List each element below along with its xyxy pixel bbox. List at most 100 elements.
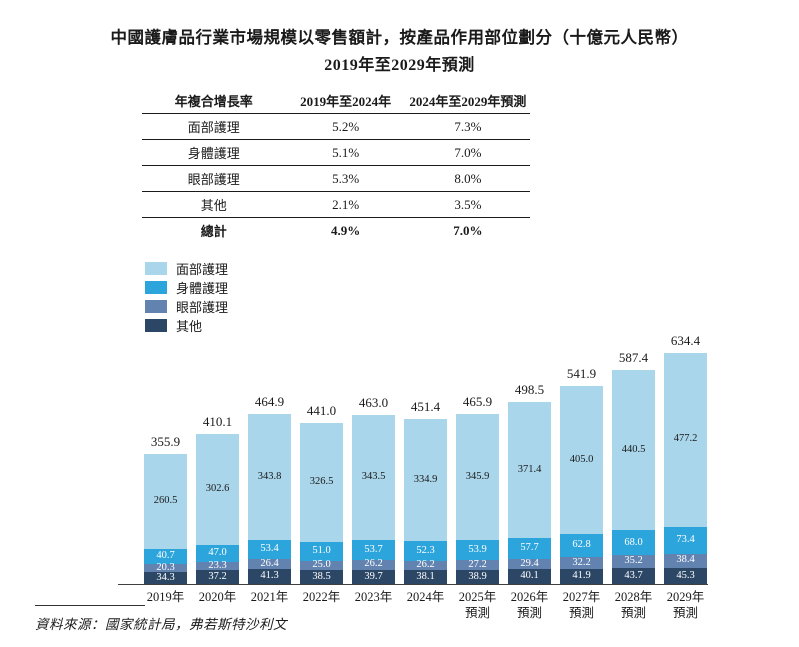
total-row-value-p2: 7.0% — [453, 222, 483, 238]
bar-segment-面部護理: 440.5 — [612, 369, 655, 531]
legend-item-others: 其他 — [145, 316, 799, 335]
bar-segment-身體護理: 53.9 — [456, 540, 499, 560]
bar-total-label: 587.4 — [618, 349, 649, 365]
x-axis-label: 2023年 — [354, 590, 393, 604]
chart-title: 中國護膚品行業市場規模以零售額計，按產品作用部位劃分（十億元人民幣） 2019年… — [0, 0, 799, 75]
bar-column: 464.9 343.8 53.4 26.4 41.3 — [248, 394, 291, 584]
bar-total-label: 463.0 — [358, 394, 389, 410]
cagr-header-category: 年複合增長率 — [142, 88, 286, 114]
legend-label: 其他 — [176, 319, 203, 334]
bar-stack-2029年預測: 634.4 477.2 73.4 38.4 45.3 — [664, 333, 707, 584]
row-value-p2: 7.0% — [405, 139, 530, 166]
row-value-p2: 7.3% — [405, 113, 530, 140]
bar-column: 451.4 334.9 52.3 26.2 38.1 — [404, 399, 447, 584]
x-axis-label: 2024年 — [406, 590, 445, 604]
bar-stack-2027年預測: 541.9 405.0 62.8 32.2 41.9 — [560, 366, 603, 584]
bar-segment-面部護理: 477.2 — [664, 352, 707, 527]
x-axis-label: 2028年 預測 — [614, 590, 653, 621]
row-value-p1: 5.3% — [285, 165, 406, 192]
bar-stack-2022年: 441.0 326.5 51.0 25.0 38.5 — [300, 403, 343, 584]
chart-title-line2: 2019年至2029年預測 — [324, 57, 475, 74]
bar-stack-2021年: 464.9 343.8 53.4 26.4 41.3 — [248, 394, 291, 584]
bar-stack-2020年: 410.1 302.6 47.0 23.3 37.2 — [196, 414, 239, 584]
bar-column: 441.0 326.5 51.0 25.0 38.5 — [300, 403, 343, 584]
bar-segment-眼部護理: 23.3 — [196, 560, 239, 571]
face-care-swatch-icon — [145, 262, 167, 275]
bar-total-label: 451.4 — [410, 399, 441, 415]
row-value-p1: 5.1% — [285, 139, 406, 166]
table-row: 其他 2.1% 3.5% — [142, 191, 530, 218]
bar-segment-眼部護理: 38.4 — [664, 553, 707, 568]
legend-label: 身體護理 — [176, 281, 229, 296]
bar-segment-其他: 37.2 — [196, 570, 239, 584]
bar-column: 541.9 405.0 62.8 32.2 41.9 — [560, 366, 603, 584]
total-row-value-p1: 4.9% — [331, 222, 361, 238]
bar-segment-身體護理: 57.7 — [508, 537, 551, 559]
row-value-p1: 2.1% — [285, 191, 406, 218]
others-swatch-icon — [145, 319, 167, 332]
bar-segment-身體護理: 52.3 — [404, 541, 447, 561]
bar-segment-眼部護理: 26.2 — [404, 560, 447, 571]
bar-segment-其他: 38.1 — [404, 570, 447, 584]
bar-total-label: 634.4 — [670, 332, 701, 348]
bar-segment-其他: 34.3 — [144, 571, 187, 584]
stacked-bar-chart: 355.9 260.5 40.7 20.3 34.3 410.1 302.6 47.0 23.3… — [118, 333, 708, 622]
row-value-p2: 3.5% — [405, 191, 530, 218]
cagr-table: 年複合增長率 2019年至2024年 2024年至2029年預測 面部護理 5.… — [142, 88, 530, 243]
table-row: 眼部護理 5.3% 8.0% — [142, 165, 530, 192]
body-care-swatch-icon — [145, 281, 167, 294]
cagr-header-period1: 2019年至2024年 — [285, 88, 406, 114]
source-note: 資料來源：國家統計局，弗若斯特沙利文 — [35, 605, 287, 633]
bar-segment-面部護理: 334.9 — [404, 419, 447, 542]
eye-care-swatch-icon — [145, 300, 167, 313]
cagr-header-row: 年複合增長率 2019年至2024年 2024年至2029年預測 — [142, 88, 530, 114]
legend-item-body-care: 身體護理 — [145, 278, 799, 297]
bar-column: 498.5 371.4 57.7 29.4 40.1 — [508, 382, 551, 584]
bar-total-label: 441.0 — [306, 403, 337, 419]
bar-stack-2025年預測: 465.9 345.9 53.9 27.2 38.9 — [456, 394, 499, 584]
bar-stack-2019年: 355.9 260.5 40.7 20.3 34.3 — [144, 434, 187, 584]
bar-stack-2023年: 463.0 343.5 53.7 26.2 39.7 — [352, 395, 395, 584]
bar-segment-身體護理: 51.0 — [300, 542, 343, 561]
bar-segment-身體護理: 73.4 — [664, 526, 707, 554]
bar-column: 355.9 260.5 40.7 20.3 34.3 — [144, 434, 187, 584]
bar-stack-2028年預測: 587.4 440.5 68.0 35.2 43.7 — [612, 350, 655, 584]
bar-segment-眼部護理: 27.2 — [456, 559, 499, 570]
plot-area: 355.9 260.5 40.7 20.3 34.3 410.1 302.6 47.0 23.3… — [118, 333, 708, 585]
row-value-p2: 8.0% — [405, 165, 530, 192]
bar-segment-面部護理: 405.0 — [560, 386, 603, 535]
bar-segment-面部護理: 326.5 — [300, 423, 343, 543]
table-total-row: 總計 4.9% 7.0% — [142, 218, 530, 244]
bar-segment-面部護理: 345.9 — [456, 413, 499, 541]
source-divider — [35, 605, 145, 606]
x-axis-label: 2021年 — [250, 590, 289, 604]
bar-segment-身體護理: 53.7 — [352, 540, 395, 560]
legend-label: 眼部護理 — [176, 300, 229, 315]
bar-total-label: 464.9 — [254, 394, 285, 410]
row-label: 其他 — [142, 191, 286, 218]
bar-total-label: 355.9 — [150, 434, 181, 450]
row-label: 面部護理 — [142, 113, 286, 140]
row-label: 身體護理 — [142, 139, 286, 166]
bar-segment-面部護理: 260.5 — [144, 454, 187, 550]
bar-total-label: 498.5 — [514, 382, 545, 398]
x-axis-labels: 2019年 2020年 2021年 2022年 2023年 2024年 2025年 預測 202… — [118, 589, 708, 622]
bar-segment-面部護理: 343.8 — [248, 414, 291, 540]
x-axis-label: 2020年 — [198, 590, 237, 604]
bar-segment-面部護理: 343.5 — [352, 414, 395, 541]
bar-segment-眼部護理: 29.4 — [508, 558, 551, 570]
x-axis-label: 2029年 預測 — [666, 590, 705, 621]
bar-segment-眼部護理: 26.2 — [352, 559, 395, 570]
bar-segment-其他: 45.3 — [664, 567, 707, 584]
x-axis-label: 2022年 — [302, 590, 341, 604]
bar-segment-眼部護理: 32.2 — [560, 557, 603, 569]
x-axis-label: 2019年 — [146, 590, 185, 604]
bar-segment-其他: 38.5 — [300, 569, 343, 584]
bar-column: 463.0 343.5 53.7 26.2 39.7 — [352, 395, 395, 584]
bar-segment-身體護理: 40.7 — [144, 549, 187, 565]
bar-segment-身體護理: 68.0 — [612, 530, 655, 556]
bar-column: 634.4 477.2 73.4 38.4 45.3 — [664, 333, 707, 584]
chart-legend: 面部護理 身體護理 眼部護理 其他 — [145, 259, 799, 335]
legend-label: 面部護理 — [176, 262, 229, 277]
